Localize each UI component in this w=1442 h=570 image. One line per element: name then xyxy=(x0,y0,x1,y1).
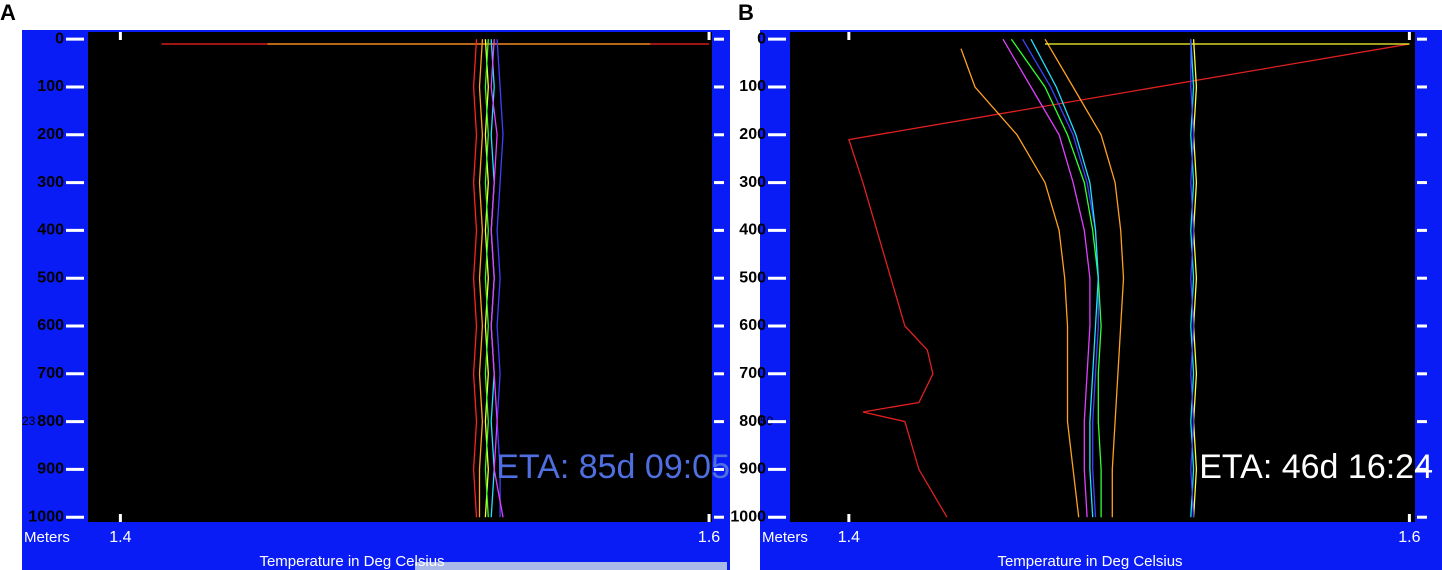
x-tick-label: 1.6 xyxy=(1398,529,1420,546)
y-tick-label: 900 xyxy=(37,461,64,478)
y-tick-label: 400 xyxy=(739,222,766,239)
y-tick-label: 200 xyxy=(37,126,64,143)
y-tick-label: 600 xyxy=(739,317,766,334)
profile-line xyxy=(1044,38,1125,518)
profile-line xyxy=(1002,38,1091,518)
y-tick-label: 600 xyxy=(37,317,64,334)
x-tick-label: 1.6 xyxy=(698,529,720,546)
profile-line xyxy=(848,43,1410,518)
y-tick-label: 500 xyxy=(37,269,64,286)
profile-line xyxy=(484,39,489,518)
y-tick-label: 0 xyxy=(757,30,766,47)
y-axis-label: Meters xyxy=(24,529,70,546)
x-axis-label: Temperature in Deg Celsius xyxy=(997,553,1182,570)
y-tick-label: 300 xyxy=(37,174,64,191)
side-label: 59 xyxy=(760,414,774,428)
x-tick-label: 1.4 xyxy=(838,529,860,546)
x-tick-label: 1.4 xyxy=(109,529,131,546)
y-tick-label: 900 xyxy=(739,461,766,478)
side-label: 23 xyxy=(22,414,36,428)
y-tick-label: 400 xyxy=(37,222,64,239)
y-tick-label: 0 xyxy=(55,30,64,47)
y-tick-label: 1000 xyxy=(28,508,64,525)
x-axis-label: Temperature in Deg Celsius xyxy=(259,553,444,570)
plot-area xyxy=(88,32,712,522)
profile-line xyxy=(1030,38,1099,518)
eta-annotation: ETA: 85d 09:05 xyxy=(496,448,730,486)
eta-annotation: ETA: 46d 16:24 xyxy=(1199,448,1433,486)
profile-line xyxy=(1190,39,1195,518)
profile-line xyxy=(496,39,504,518)
profile-line xyxy=(472,39,478,518)
profile-line xyxy=(960,48,1080,518)
y-tick-label: 100 xyxy=(37,78,64,95)
profile-line xyxy=(1190,39,1195,518)
y-tick-label: 300 xyxy=(739,174,766,191)
y-tick-label: 700 xyxy=(739,365,766,382)
y-tick-label: 800 xyxy=(37,413,64,430)
scrollbar xyxy=(415,562,727,570)
profile-line xyxy=(1192,39,1198,518)
profile-line xyxy=(484,39,489,518)
plot-area xyxy=(790,32,1415,522)
y-tick-label: 700 xyxy=(37,365,64,382)
y-axis-label: Meters xyxy=(762,529,808,546)
y-tick-label: 200 xyxy=(739,126,766,143)
y-tick-label: 1000 xyxy=(730,508,766,525)
y-tick-label: 100 xyxy=(739,78,766,95)
profile-line xyxy=(490,39,504,518)
panel-label: B xyxy=(738,0,754,25)
y-tick-label: 500 xyxy=(739,269,766,286)
panel-label: A xyxy=(0,0,16,25)
y-tick-label: 800 xyxy=(739,413,766,430)
profile-line xyxy=(478,39,484,518)
